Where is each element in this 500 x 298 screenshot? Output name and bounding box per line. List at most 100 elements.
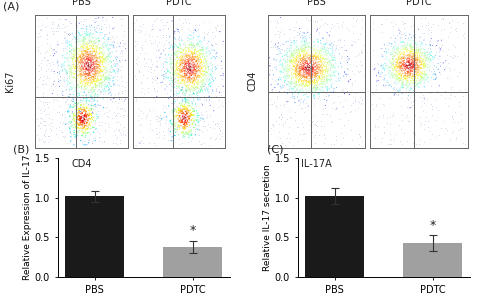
Point xyxy=(96,74,104,79)
Point xyxy=(167,118,175,122)
Point xyxy=(190,35,198,40)
Point xyxy=(319,62,327,67)
Point xyxy=(302,53,310,58)
Point xyxy=(73,64,81,69)
Point xyxy=(436,70,444,75)
Point xyxy=(310,78,318,83)
Point xyxy=(181,119,189,124)
Point xyxy=(66,49,74,53)
Point xyxy=(162,52,170,57)
Point xyxy=(303,70,311,75)
Point xyxy=(276,15,284,20)
Point xyxy=(319,55,327,60)
Point xyxy=(415,69,423,73)
Point xyxy=(192,72,200,76)
Point xyxy=(408,57,416,61)
Point xyxy=(198,87,205,92)
Point xyxy=(84,76,92,80)
Point xyxy=(292,66,300,70)
Point xyxy=(178,58,186,63)
Point xyxy=(75,117,83,121)
Point xyxy=(169,85,177,89)
Point xyxy=(400,49,408,54)
Point xyxy=(359,74,367,79)
Point xyxy=(305,95,313,100)
Point xyxy=(112,63,120,68)
Point xyxy=(272,67,280,72)
Point xyxy=(82,67,90,72)
Point xyxy=(85,41,93,45)
Point xyxy=(75,67,83,72)
Point xyxy=(292,58,300,63)
Point xyxy=(417,66,425,71)
Point xyxy=(96,50,104,55)
Point xyxy=(402,88,410,92)
Point xyxy=(306,80,314,84)
Point xyxy=(76,114,84,119)
Point xyxy=(398,73,406,77)
Point xyxy=(169,122,177,127)
Point xyxy=(190,73,198,78)
Point xyxy=(189,44,197,49)
Point xyxy=(278,63,286,67)
Point xyxy=(405,60,413,65)
Point xyxy=(304,69,312,74)
Point xyxy=(156,55,164,60)
Point xyxy=(96,58,104,63)
Point xyxy=(111,98,119,103)
Point xyxy=(322,100,330,105)
Point xyxy=(410,72,418,77)
Point xyxy=(82,24,90,29)
Point xyxy=(399,52,407,57)
Point xyxy=(116,121,124,126)
Point xyxy=(202,79,210,83)
Point xyxy=(73,52,81,56)
Point xyxy=(83,33,91,38)
Point xyxy=(77,60,85,64)
Point xyxy=(358,98,366,103)
Point xyxy=(35,63,43,68)
Point xyxy=(70,132,78,137)
Point xyxy=(187,69,195,73)
Point xyxy=(78,118,86,123)
Point xyxy=(98,56,106,60)
Point xyxy=(394,47,402,52)
Point xyxy=(86,122,94,127)
Point xyxy=(83,68,91,73)
Point xyxy=(309,66,317,71)
Point xyxy=(193,54,201,59)
Point xyxy=(418,43,426,47)
Point xyxy=(420,62,428,66)
Point xyxy=(64,51,72,56)
Point xyxy=(80,79,88,83)
Point xyxy=(394,76,402,81)
Point xyxy=(322,80,330,85)
Point xyxy=(86,29,94,34)
Point xyxy=(92,68,100,73)
Point xyxy=(160,74,168,79)
Point xyxy=(393,64,401,69)
Point xyxy=(194,122,202,127)
Point xyxy=(304,63,312,68)
Point xyxy=(421,58,429,62)
Point xyxy=(83,68,91,72)
Point xyxy=(64,106,72,111)
Point xyxy=(300,58,308,63)
Point xyxy=(407,86,415,91)
Point xyxy=(394,58,402,62)
Point xyxy=(310,66,318,71)
Point xyxy=(318,69,326,74)
Point xyxy=(134,139,142,144)
Point xyxy=(164,69,172,73)
Point xyxy=(177,108,185,113)
Point xyxy=(204,70,212,74)
Point xyxy=(168,78,176,83)
Point xyxy=(409,57,417,61)
Point xyxy=(297,78,305,83)
Point xyxy=(180,103,188,107)
Point xyxy=(163,19,171,24)
Point xyxy=(102,79,110,83)
Point xyxy=(308,69,316,73)
Point xyxy=(74,39,82,44)
Point xyxy=(292,63,300,67)
